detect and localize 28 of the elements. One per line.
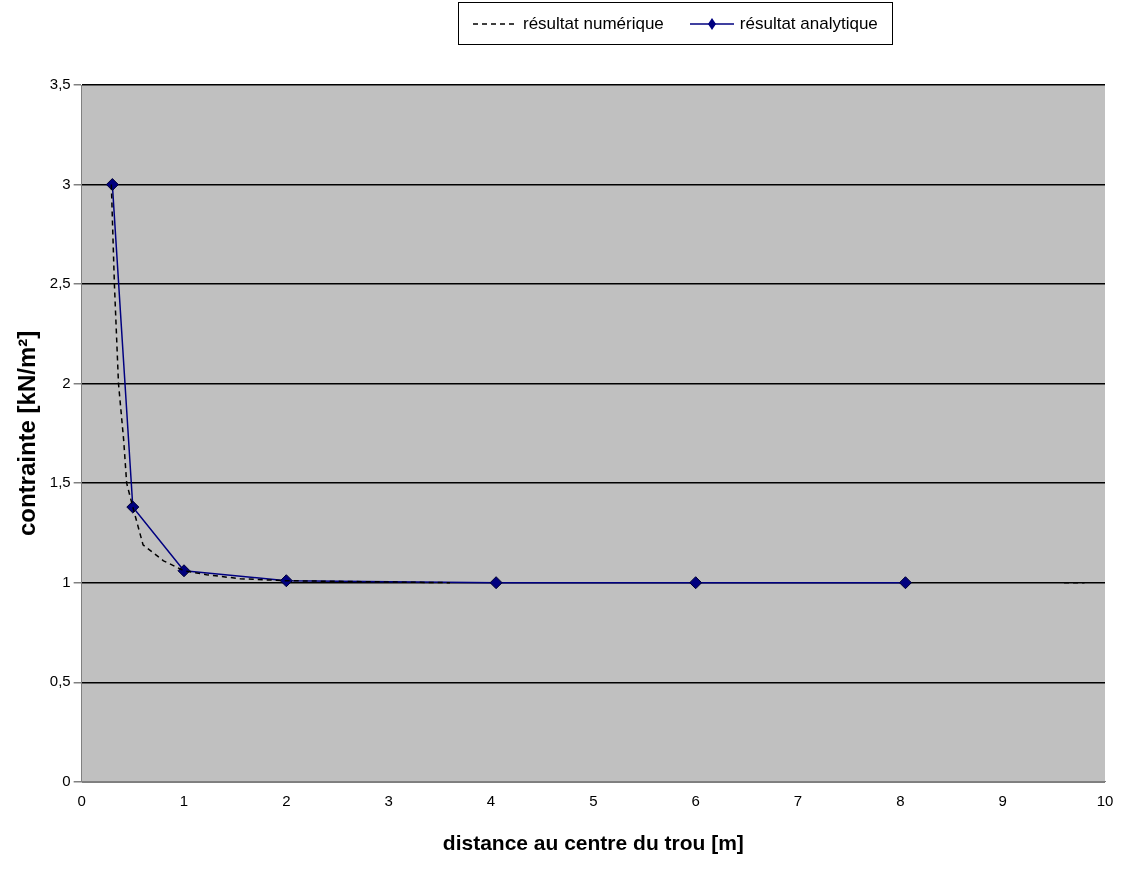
y-tick-label: 2,5 xyxy=(49,274,71,292)
point xyxy=(489,576,503,590)
y-axis-title: contrainte [kN/m²] xyxy=(13,330,41,537)
x-tick-label: 7 xyxy=(793,791,803,809)
point xyxy=(105,178,119,192)
y-tick-label: 0,5 xyxy=(49,672,71,690)
x-tick-label: 3 xyxy=(384,791,393,809)
y-tick-label: 1,5 xyxy=(49,473,71,491)
x-tick-label: 8 xyxy=(896,791,905,809)
y-tick-label: 0 xyxy=(62,771,71,789)
y-tick-label: 2 xyxy=(62,373,71,391)
x-tick-label: 5 xyxy=(589,791,598,809)
x-axis-title: distance au centre du trou [m] xyxy=(442,831,744,855)
legend-label: résultat analytique xyxy=(739,13,878,34)
y-tick-label: 1 xyxy=(62,572,71,590)
x-tick-label: 1 xyxy=(179,791,189,809)
point xyxy=(898,576,912,590)
x-tick-label: 6 xyxy=(691,791,700,809)
point xyxy=(689,576,703,590)
x-tick-label: 10 xyxy=(1096,791,1114,809)
x-tick-label: 9 xyxy=(998,791,1007,809)
x-tick-label: 4 xyxy=(486,791,496,809)
y-tick-label: 3 xyxy=(62,174,71,192)
point xyxy=(279,574,293,588)
x-tick-label: 0 xyxy=(77,791,86,809)
y-tick-label: 3,5 xyxy=(49,75,71,93)
legend-label: résultat numérique xyxy=(523,13,664,34)
x-tick-label: 2 xyxy=(282,791,291,809)
